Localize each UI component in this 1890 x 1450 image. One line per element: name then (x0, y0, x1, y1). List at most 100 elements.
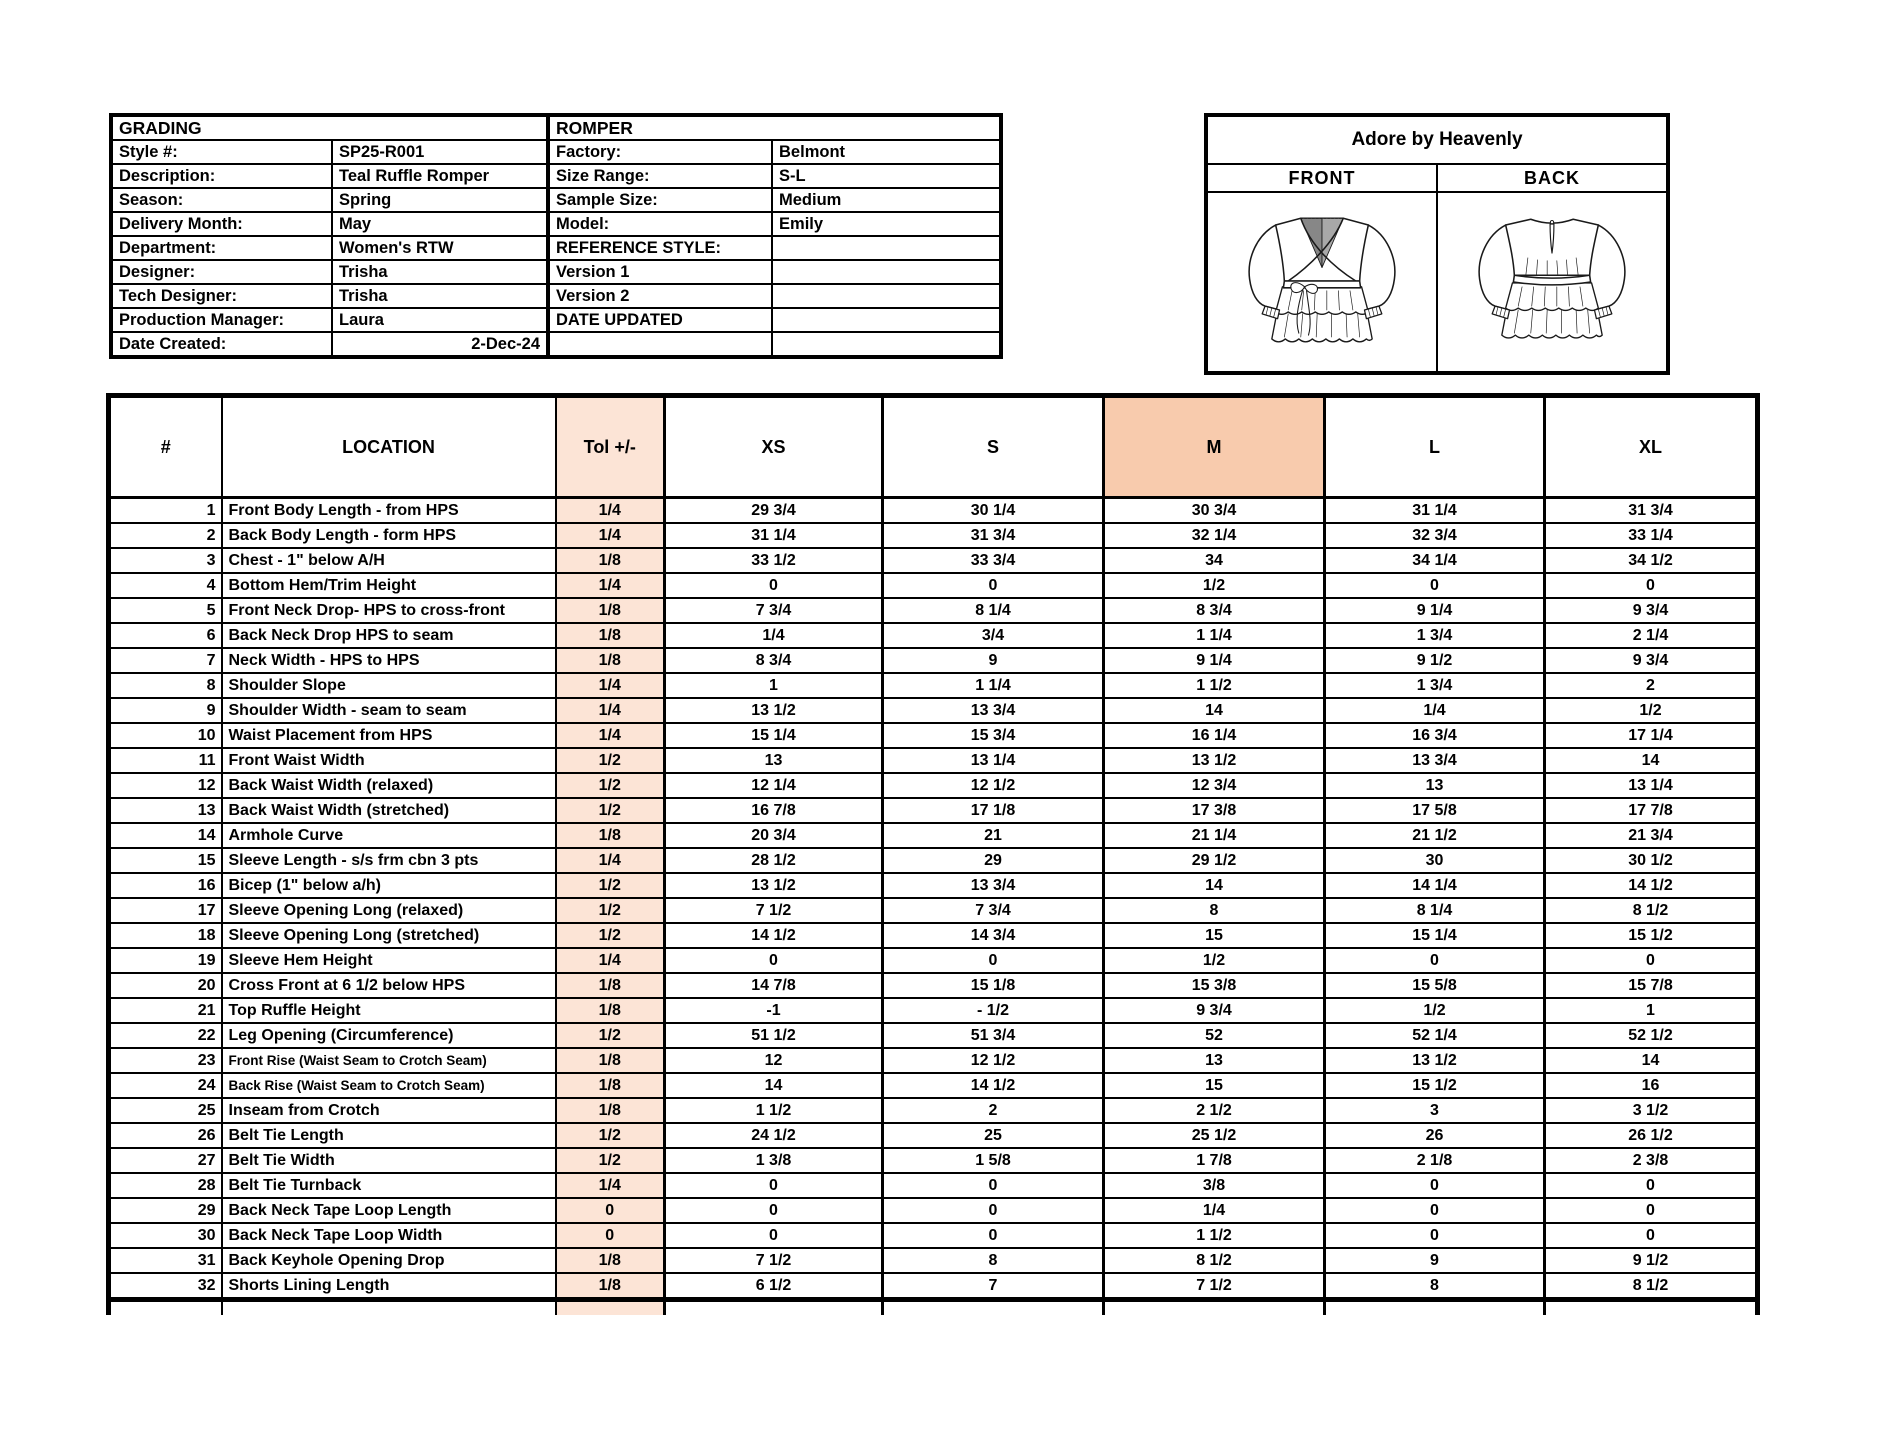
location-label: Back Rise (Waist Seam to Crotch Seam) (220, 1072, 557, 1099)
romper-field-value (771, 307, 1003, 333)
romper-field-value (771, 283, 1003, 309)
value-s: 29 (881, 847, 1105, 874)
row-number: 19 (107, 947, 223, 974)
value-m: 13 1/2 (1102, 747, 1326, 774)
value-m: 29 1/2 (1102, 847, 1326, 874)
spec-row: 30 Back Neck Tape Loop Width 0 0 0 1 1/2 0 0 (107, 1222, 1759, 1249)
spec-row: 28 Belt Tie Turnback 1/4 0 0 3/8 0 0 (107, 1172, 1759, 1199)
grading-field-value: Trisha (330, 283, 550, 309)
romper-field-label: Version 2 (546, 283, 774, 309)
value-xl: 8 1/2 (1543, 1272, 1759, 1302)
value-xs: 7 1/2 (663, 897, 884, 924)
row-number: 17 (107, 897, 223, 924)
value-m: 2 1/2 (1102, 1097, 1326, 1124)
value-l: 1/4 (1323, 697, 1546, 724)
spec-row: 19 Sleeve Hem Height 1/4 0 0 1/2 0 0 (107, 947, 1759, 974)
info-row: Department: Women's RTW REFERENCE STYLE: (110, 235, 1003, 261)
tolerance-value: 1/4 (554, 722, 666, 749)
tolerance-value: 1/2 (554, 1147, 666, 1174)
value-xl: 31 3/4 (1543, 496, 1759, 524)
value-l: 16 3/4 (1323, 722, 1546, 749)
value-xs: 14 (663, 1072, 884, 1099)
tolerance-value: 1/2 (554, 747, 666, 774)
tolerance-value: 1/8 (554, 1272, 666, 1302)
row-number: 31 (107, 1247, 223, 1274)
value-m: 1/4 (1102, 1197, 1326, 1224)
brand-title: Adore by Heavenly (1208, 117, 1666, 165)
location-label: Belt Tie Length (220, 1122, 557, 1149)
romper-field-value: S-L (771, 163, 1003, 189)
value-s: 30 1/4 (881, 496, 1105, 524)
header-location: LOCATION (220, 394, 557, 499)
spec-row: 3 Chest - 1" below A/H 1/8 33 1/2 33 3/4 34 34… (107, 547, 1759, 574)
header-size-m: M (1102, 394, 1326, 499)
info-section-titles: GRADING ROMPER (109, 114, 1003, 141)
row-number: 29 (107, 1197, 223, 1224)
value-xl: 14 (1543, 1047, 1759, 1074)
location-label: Top Ruffle Height (220, 997, 557, 1024)
tolerance-value: 1/4 (554, 572, 666, 599)
row-number: 22 (107, 1022, 223, 1049)
location-label: Back Body Length - form HPS (220, 522, 557, 549)
value-m: 17 3/8 (1102, 797, 1326, 824)
value-s: 1 1/4 (881, 672, 1105, 699)
value-s: 12 1/2 (881, 772, 1105, 799)
header-size-xs: XS (663, 394, 884, 499)
front-sketch-drawing (1248, 217, 1396, 343)
header-tolerance: Tol +/- (554, 394, 666, 499)
location-label: Back Neck Drop HPS to seam (220, 622, 557, 649)
romper-field-value: Medium (771, 187, 1003, 213)
location-label: Shoulder Width - seam to seam (220, 697, 557, 724)
value-s: 9 (881, 647, 1105, 674)
value-xl: 52 1/2 (1543, 1022, 1759, 1049)
value-m: 14 (1102, 872, 1326, 899)
front-label: FRONT (1288, 168, 1356, 188)
value-l: 2 1/8 (1323, 1147, 1546, 1174)
row-number: 21 (107, 997, 223, 1024)
value-xs: 14 7/8 (663, 972, 884, 999)
value-l: 0 (1323, 572, 1546, 599)
romper-field-value (771, 235, 1003, 261)
value-s: 15 1/8 (881, 972, 1105, 999)
info-row: Delivery Month: May Model: Emily (110, 211, 1003, 237)
value-xl: 1/2 (1543, 697, 1759, 724)
value-m: 1/2 (1102, 947, 1326, 974)
value-l: 8 (1323, 1272, 1546, 1302)
spec-row: 16 Bicep (1" below a/h) 1/2 13 1/2 13 3/4 14 1… (107, 872, 1759, 899)
info-row: Tech Designer: Trisha Version 2 (110, 283, 1003, 309)
location-label: Back Neck Tape Loop Length (220, 1197, 557, 1224)
location-label: Belt Tie Turnback (220, 1172, 557, 1199)
value-xs: 12 (663, 1047, 884, 1074)
spec-row: 9 Shoulder Width - seam to seam 1/4 13 1/2 1… (107, 697, 1759, 724)
value-xs: 28 1/2 (663, 847, 884, 874)
value-l: 31 1/4 (1323, 496, 1546, 524)
back-label: BACK (1436, 165, 1666, 191)
header-size-l: L (1323, 394, 1546, 499)
value-xl: 17 1/4 (1543, 722, 1759, 749)
location-label: Leg Opening (Circumference) (220, 1022, 557, 1049)
spec-row: 4 Bottom Hem/Trim Height 1/4 0 0 1/2 0 0 (107, 572, 1759, 599)
value-s: 0 (881, 947, 1105, 974)
spec-header-row: # LOCATION Tol +/- XS S M L XL (107, 394, 1759, 499)
value-s: 31 3/4 (881, 522, 1105, 549)
spec-row: 21 Top Ruffle Height 1/8 -1- 1/2 9 3/4 1/2 1 (107, 997, 1759, 1024)
spec-row: 6 Back Neck Drop HPS to seam 1/8 1/4 3/4 1 1/… (107, 622, 1759, 649)
tolerance-value: 1/2 (554, 797, 666, 824)
brand-sketch-box: Adore by Heavenly FRONT BACK (1204, 113, 1670, 375)
value-xs: 13 1/2 (663, 872, 884, 899)
value-xl: 14 1/2 (1543, 872, 1759, 899)
spec-row: 8 Shoulder Slope 1/4 1 1 1/4 1 1/2 1 3/4 2 (107, 672, 1759, 699)
location-label: Shorts Lining Length (220, 1272, 557, 1302)
spec-row: 2 Back Body Length - form HPS 1/4 31 1/4 31 … (107, 522, 1759, 549)
spec-row: 11 Front Waist Width 1/2 13 13 1/4 13 1/2 13 3… (107, 747, 1759, 774)
value-xl: 2 3/8 (1543, 1147, 1759, 1174)
row-number: 26 (107, 1122, 223, 1149)
value-l: 0 (1323, 947, 1546, 974)
value-xs: 0 (663, 1172, 884, 1199)
romper-field-value: Belmont (771, 139, 1003, 165)
row-number: 2 (107, 522, 223, 549)
location-label: Sleeve Length - s/s frm cbn 3 pts (220, 847, 557, 874)
tolerance-value: 1/2 (554, 1122, 666, 1149)
tolerance-value: 1/8 (554, 972, 666, 999)
